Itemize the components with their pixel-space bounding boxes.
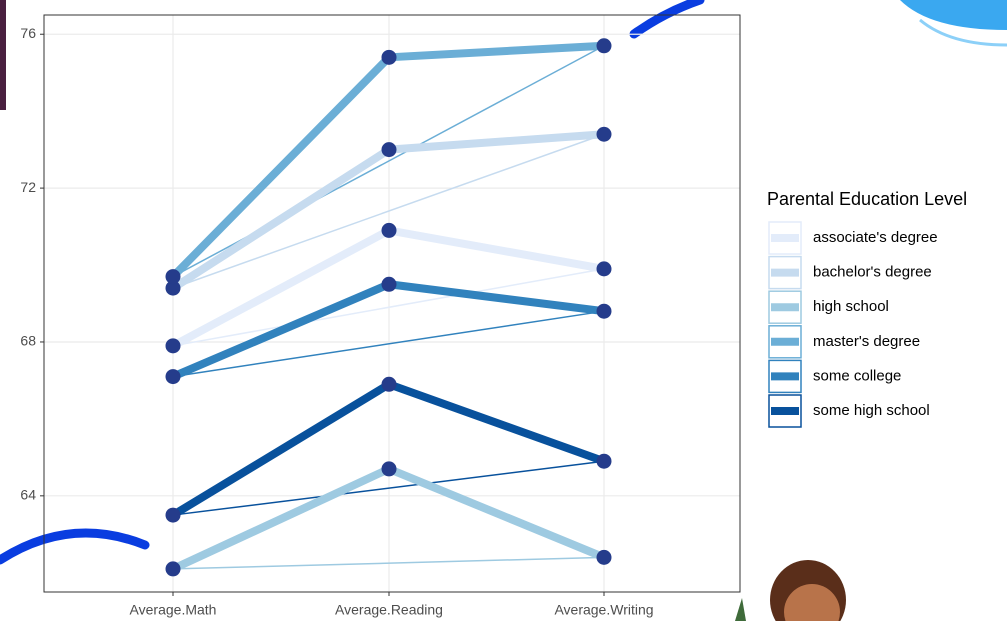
decor-figure <box>735 560 846 621</box>
direct-line <box>172 556 605 570</box>
legend: associate's degree bachelor's degree high … <box>768 221 938 428</box>
point <box>381 276 397 292</box>
point <box>381 142 397 158</box>
x-tick-label: Average.Reading <box>335 602 443 618</box>
direct-line <box>172 310 605 378</box>
point <box>596 453 612 469</box>
legend-label: some high school <box>813 402 930 419</box>
legend-label: bachelor's degree <box>813 264 932 281</box>
direct-line <box>172 268 605 347</box>
point <box>381 376 397 392</box>
legend-label: associate's degree <box>813 229 938 246</box>
y-tick-label: 72 <box>20 179 36 195</box>
point <box>165 507 181 523</box>
decor-shape <box>919 18 1007 47</box>
legend-label: high school <box>813 298 889 315</box>
point <box>165 338 181 354</box>
legend-label: some college <box>813 367 901 384</box>
point <box>165 561 181 577</box>
x-tick-label: Average.Math <box>130 602 217 618</box>
point <box>165 369 181 385</box>
point <box>381 461 397 477</box>
decor-shape <box>900 0 1007 30</box>
decor-swoosh <box>0 528 150 565</box>
legend-label: master's degree <box>813 333 920 350</box>
point <box>381 49 397 65</box>
decor-swoosh <box>629 0 705 39</box>
y-tick-label: 76 <box>20 25 36 41</box>
plot-area <box>40 15 740 596</box>
point <box>165 269 181 285</box>
legend-title: Parental Education Level <box>767 189 967 209</box>
y-tick-label: 68 <box>20 333 36 349</box>
point <box>596 38 612 54</box>
y-tick-label: 64 <box>20 487 36 503</box>
panel-border <box>43 14 741 593</box>
decor-bar <box>0 0 6 110</box>
point <box>596 261 612 277</box>
direct-line <box>172 460 605 516</box>
point <box>165 280 181 296</box>
point <box>381 222 397 238</box>
point <box>596 126 612 142</box>
point <box>596 549 612 565</box>
point <box>596 303 612 319</box>
direct-line <box>172 133 605 289</box>
x-tick-label: Average.Writing <box>554 602 653 618</box>
